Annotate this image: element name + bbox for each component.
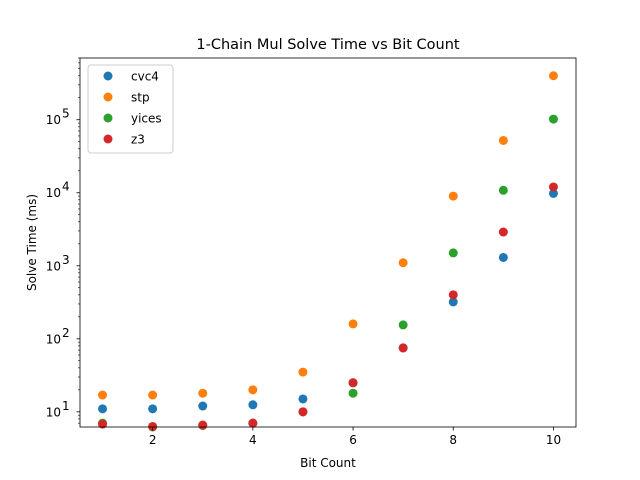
data-point-z3: [148, 421, 158, 431]
plot-frame: [79, 57, 577, 428]
data-point-stp: [548, 71, 558, 81]
legend-marker-z3: [103, 134, 113, 144]
data-point-z3: [248, 418, 258, 428]
data-point-z3: [398, 343, 408, 353]
data-point-z3: [298, 407, 308, 417]
x-tick-label: 10: [546, 433, 561, 447]
data-point-yices: [398, 320, 408, 330]
y-tick-label: 10: [46, 113, 61, 127]
data-point-yices: [498, 185, 508, 195]
legend-box: [87, 64, 174, 154]
data-point-z3: [448, 290, 458, 300]
data-point-cvc4: [448, 297, 458, 307]
legend-marker-cvc4: [103, 71, 113, 81]
y-tick-exponent: 2: [62, 326, 70, 340]
data-point-z3: [548, 182, 558, 192]
data-point-cvc4: [298, 394, 308, 404]
legend-marker-yices: [103, 113, 113, 123]
legend-label-cvc4: cvc4: [131, 70, 159, 84]
legend-marker-stp: [103, 92, 113, 102]
data-point-cvc4: [248, 400, 258, 410]
y-axis-label: Solve Time (ms): [25, 194, 39, 291]
legend-label-yices: yices: [131, 112, 162, 126]
data-point-stp: [498, 135, 508, 145]
legend-label-stp: stp: [131, 91, 150, 105]
data-point-yices: [548, 114, 558, 124]
data-point-z3: [498, 227, 508, 237]
legend-label-z3: z3: [131, 133, 145, 147]
x-axis-ticks: 2 4 6 8 10: [149, 427, 561, 447]
data-point-stp: [298, 367, 308, 377]
plot-points: [98, 71, 558, 432]
x-tick-label: 4: [249, 433, 257, 447]
data-point-cvc4: [548, 188, 558, 198]
data-point-stp: [348, 319, 358, 329]
y-tick-label: 10: [46, 332, 61, 346]
data-point-stp: [148, 390, 158, 400]
y-tick-exponent: 3: [62, 253, 70, 267]
data-point-stp: [98, 390, 108, 400]
data-point-z3: [348, 378, 358, 388]
data-point-yices: [448, 248, 458, 258]
data-point-stp: [448, 191, 458, 201]
y-tick-label: 10: [46, 259, 61, 273]
legend: cvc4 stp yices z3: [87, 64, 174, 154]
y-tick-exponent: 1: [62, 399, 70, 413]
x-tick-label: 2: [149, 433, 157, 447]
data-point-stp: [248, 385, 258, 395]
data-point-cvc4: [498, 252, 508, 262]
x-tick-label: 8: [449, 433, 457, 447]
data-point-z3: [198, 420, 208, 430]
data-point-stp: [198, 388, 208, 398]
y-tick-exponent: 5: [62, 107, 70, 121]
x-axis-label: Bit Count: [300, 456, 356, 470]
data-point-stp: [398, 258, 408, 268]
data-point-z3: [98, 419, 108, 429]
data-point-cvc4: [148, 404, 158, 414]
data-point-cvc4: [198, 401, 208, 411]
data-point-yices: [348, 388, 358, 398]
y-tick-exponent: 4: [62, 180, 70, 194]
data-point-cvc4: [98, 404, 108, 414]
y-tick-label: 10: [46, 186, 61, 200]
y-tick-label: 10: [46, 405, 61, 419]
x-tick-label: 6: [349, 433, 357, 447]
chart-title: 1-Chain Mul Solve Time vs Bit Count: [196, 37, 460, 53]
